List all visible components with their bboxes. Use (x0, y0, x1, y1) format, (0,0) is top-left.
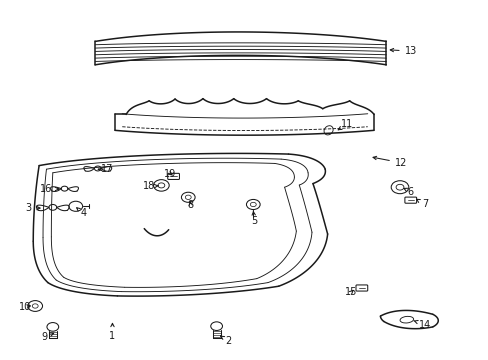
Text: 9: 9 (41, 332, 54, 342)
Text: 17: 17 (98, 164, 114, 174)
Text: 10: 10 (19, 302, 32, 312)
Text: 15: 15 (344, 287, 357, 297)
Text: 12: 12 (372, 156, 407, 168)
Text: 18: 18 (142, 181, 158, 192)
Text: 1: 1 (109, 323, 115, 341)
Text: 2: 2 (220, 336, 231, 346)
Text: 7: 7 (416, 199, 427, 210)
Text: 19: 19 (163, 168, 176, 179)
Text: 11: 11 (337, 119, 353, 130)
Text: 8: 8 (187, 200, 193, 210)
Text: 3: 3 (25, 203, 40, 213)
Text: 4: 4 (77, 208, 86, 218)
Text: 13: 13 (389, 46, 416, 56)
Text: 14: 14 (413, 320, 431, 330)
Text: 16: 16 (40, 184, 59, 194)
Text: 6: 6 (403, 186, 413, 197)
Text: 5: 5 (251, 211, 257, 226)
